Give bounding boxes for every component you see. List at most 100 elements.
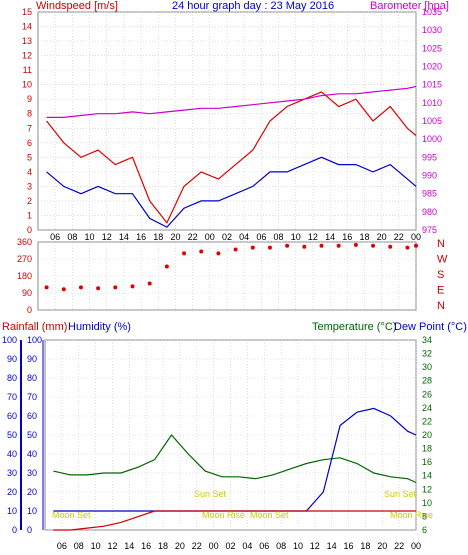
barometer-tick: 980 <box>422 207 437 217</box>
humidity-tick: 10 <box>27 506 37 516</box>
winddir-tick: 0 <box>27 305 32 315</box>
winddir-point <box>336 243 341 248</box>
winddir-tick: 270 <box>17 254 32 264</box>
barometer-tick: 1000 <box>422 134 442 144</box>
x-tick-label: 00 <box>205 232 215 242</box>
windspeed-tick: 6 <box>27 138 32 148</box>
humidity-tick: 100 <box>27 335 42 345</box>
winddir-point <box>96 286 101 291</box>
winddir-point <box>147 281 152 286</box>
moon-rise-annotation-2: Moon Rise <box>390 510 433 520</box>
temperature-tick: 20 <box>422 430 432 440</box>
winddir-tick: 90 <box>22 288 32 298</box>
sun-set-annotation-2: Sun Set <box>384 489 417 499</box>
winddir-point <box>164 264 169 269</box>
x-tick-label: 22 <box>188 232 198 242</box>
humidity-tick: 70 <box>27 392 37 402</box>
winddir-point <box>414 243 418 248</box>
windspeed-tick: 10 <box>22 80 32 90</box>
temperature-series <box>53 434 417 484</box>
barometer-tick: 995 <box>422 152 437 162</box>
x-tick-label: 12 <box>310 541 320 551</box>
winddir-compass-label: N <box>437 300 445 312</box>
rainfall-tick: 0 <box>12 525 17 535</box>
temperature-tick: 8 <box>422 511 427 521</box>
wind-speed-series <box>46 156 417 228</box>
x-tick-label: 08 <box>274 232 284 242</box>
windspeed-tick: 8 <box>27 109 32 119</box>
barometer-tick: 1005 <box>422 116 442 126</box>
humidity-tick: 0 <box>27 525 32 535</box>
moon-set-annotation-2: Moon Set <box>250 510 289 520</box>
x-tick-label: 18 <box>359 232 369 242</box>
temperature-tick: 34 <box>422 335 432 345</box>
x-tick-label: 18 <box>360 541 370 551</box>
winddir-point <box>216 251 221 256</box>
windspeed-tick: 11 <box>23 65 32 75</box>
rainfall-tick: 40 <box>7 449 17 459</box>
x-tick-label: 22 <box>394 541 404 551</box>
rainfall-tick: 10 <box>7 506 17 516</box>
x-tick-label: 06 <box>256 232 266 242</box>
x-tick-label: 12 <box>308 232 318 242</box>
barometer-tick: 1025 <box>422 43 442 53</box>
x-tick-label: 22 <box>394 232 404 242</box>
x-tick-label: 00 <box>209 541 219 551</box>
temperature-label: Temperature (°C) <box>312 321 396 333</box>
windspeed-tick: 15 <box>22 7 32 17</box>
chart-title: 24 hour graph day : 23 May 2016 <box>172 0 334 12</box>
windspeed-tick: 3 <box>27 181 32 191</box>
rainfall-tick: 70 <box>7 392 17 402</box>
rainfall-label: Rainfall (mm) <box>2 321 67 333</box>
x-tick-label: 02 <box>222 232 232 242</box>
x-tick-label: 06 <box>57 541 67 551</box>
temperature-tick: 26 <box>422 389 432 399</box>
x-tick-label: 20 <box>170 232 180 242</box>
winddir-point <box>267 245 272 250</box>
x-tick-label: 10 <box>85 232 95 242</box>
barometer-tick: 975 <box>422 225 437 235</box>
windspeed-tick: 14 <box>22 22 32 32</box>
barometer-tick: 985 <box>422 189 437 199</box>
winddir-point <box>113 285 118 290</box>
barometer-tick: 1030 <box>422 25 442 35</box>
axis-labels: 0606080810101212141416161818202022220000… <box>2 7 448 551</box>
x-tick-label: 18 <box>158 541 168 551</box>
winddir-point <box>130 284 135 289</box>
barometer-tick: 990 <box>422 171 437 181</box>
winddir-point <box>285 243 290 248</box>
x-tick-label: 14 <box>124 541 134 551</box>
x-tick-label: 16 <box>136 232 146 242</box>
barometer-series <box>46 85 417 119</box>
x-tick-label: 12 <box>107 541 117 551</box>
x-tick-label: 00 <box>411 232 421 242</box>
x-tick-label: 10 <box>291 232 301 242</box>
x-tick-label: 20 <box>175 541 185 551</box>
humidity-tick: 50 <box>27 430 37 440</box>
x-tick-label: 16 <box>141 541 151 551</box>
temperature-tick: 30 <box>422 362 432 372</box>
x-tick-label: 22 <box>192 541 202 551</box>
winddir-compass-label: W <box>437 254 448 266</box>
temperature-tick: 14 <box>422 471 432 481</box>
windspeed-tick: 7 <box>27 123 32 133</box>
winddir-point <box>371 243 376 248</box>
temperature-tick: 32 <box>422 349 432 359</box>
winddir-point <box>302 244 307 249</box>
winddir-point <box>319 243 324 248</box>
winddir-point <box>78 285 83 290</box>
x-tick-label: 08 <box>74 541 84 551</box>
x-tick-label: 16 <box>342 232 352 242</box>
x-tick-label: 12 <box>102 232 112 242</box>
humidity-tick: 40 <box>27 449 37 459</box>
humidity-tick: 20 <box>27 487 37 497</box>
winddir-point <box>61 287 66 292</box>
winddir-tick: 360 <box>17 237 32 247</box>
winddir-compass-label: N <box>437 238 445 250</box>
winddir-point <box>44 285 49 290</box>
x-tick-label: 20 <box>377 541 387 551</box>
temperature-tick: 28 <box>422 376 432 386</box>
dewpoint-label: Dew Point (°C) <box>394 321 467 333</box>
rainfall-series <box>53 510 416 531</box>
